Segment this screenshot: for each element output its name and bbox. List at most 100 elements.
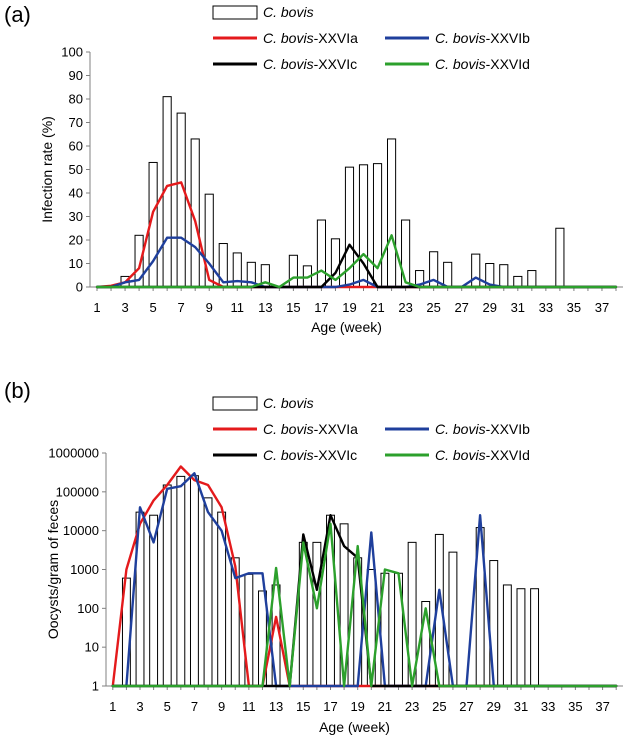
bar [530,588,540,687]
x-tick-label: 35 [567,300,581,315]
y-axis-label: Infection rate (%) [39,116,55,223]
panel-label: (b) [4,378,31,403]
bar [176,475,186,687]
series-line [111,522,618,688]
legend-swatch [212,5,258,20]
x-tick-label: 19 [350,699,364,714]
x-tick-label: 33 [539,300,553,315]
x-tick-label: 33 [541,699,555,714]
bar [555,227,565,288]
y-tick-label: 20 [69,233,83,248]
legend-label-subtype: -XXVIc [314,447,358,463]
x-tick-label: 37 [595,699,609,714]
x-tick-label: 11 [231,300,245,315]
x-tick-label: 9 [218,699,225,714]
legend-item: C. bovis-XXVId [385,56,530,72]
series-line [95,181,618,289]
legend-item: C. bovis-XXVIa [213,421,358,437]
x-tick-label: 27 [459,699,473,714]
panel-label: (a) [4,2,31,27]
x-tick-label: 31 [514,699,528,714]
x-tick-label: 15 [286,300,300,315]
legend-label-subtype: -XXVIb [486,421,531,437]
y-tick-label: 100 [61,45,83,60]
y-tick-label: 80 [69,92,83,107]
legend-label: C. bovis-XXVIc [263,447,357,463]
legend-label: C. bovis-XXVIa [263,30,358,46]
x-tick-label: 27 [454,300,468,315]
x-tick-label: 23 [405,699,419,714]
legend-label: C. bovis-XXVId [435,56,530,72]
x-tick-label: 3 [136,699,143,714]
x-tick-label: 5 [164,699,171,714]
x-tick-label: 7 [191,699,198,714]
x-tick-label: 3 [121,300,128,315]
legend-label-species: C. bovis [263,4,314,20]
bar [401,219,411,288]
legend-label-species: C. bovis [263,56,314,72]
legend-label: C. bovis-XXVIb [435,30,530,46]
x-tick-label: 23 [398,300,412,315]
series-line [95,243,618,289]
bars [106,96,565,288]
series-line [111,465,618,688]
legend-label: C. bovis [263,395,314,411]
x-tick-label: 25 [432,699,446,714]
y-tick-label: 90 [69,68,83,83]
legend-label-species: C. bovis [435,56,486,72]
y-tick-label: 10 [69,256,83,271]
legend-item: C. bovis-XXVIa [213,30,358,46]
legend-item: C. bovis-XXVIc [213,56,357,72]
y-tick-label: 60 [69,139,83,154]
x-tick-label: 17 [314,300,328,315]
y-tick-label: 1000 [70,562,99,577]
series-line [95,234,618,289]
x-tick-label: 1 [93,300,100,315]
bar [386,138,397,288]
legend-swatch [212,396,258,411]
x-tick-label: 13 [258,300,272,315]
x-tick-label: 7 [178,300,185,315]
legend-label-species: C. bovis [263,395,314,411]
y-tick-label: 30 [69,209,83,224]
bar [516,588,526,687]
bar [176,112,186,288]
y-tick-label: 1000000 [48,446,99,461]
y-tick-label: 1 [92,679,99,694]
legend-item: C. bovis-XXVIb [385,30,530,46]
bar [502,584,512,687]
x-tick-label: 25 [426,300,440,315]
x-axis-label: Age (week) [311,319,382,335]
x-tick-label: 11 [242,699,256,714]
legend-label-subtype: -XXVIc [314,56,358,72]
legend-label: C. bovis-XXVIa [263,421,358,437]
y-tick-label: 50 [69,162,83,177]
y-tick-label: 10000 [63,523,99,538]
x-tick-label: 19 [342,300,356,315]
bar [288,254,298,288]
y-tick-label: 10 [85,640,99,655]
bar [189,475,199,687]
legend-label-subtype: -XXVIa [314,30,359,46]
x-tick-label: 31 [511,300,525,315]
legend-label-species: C. bovis [263,447,314,463]
y-tick-label: 100000 [56,484,99,499]
legend-label: C. bovis [263,4,314,20]
bar [316,219,327,288]
x-tick-label: 1 [109,699,116,714]
y-axis-label: Oocysts/gram of feces [45,500,61,639]
legend-label: C. bovis-XXVIb [435,421,530,437]
legend-item: C. bovis-XXVIc [213,447,357,463]
x-tick-label: 37 [595,300,609,315]
x-tick-label: 13 [269,699,283,714]
x-axis-label: Age (week) [319,719,390,735]
y-tick-label: 100 [77,601,99,616]
x-tick-label: 17 [323,699,337,714]
legend-item: C. bovis [212,4,314,20]
bars [121,475,540,687]
bar [489,560,499,687]
legend-label-subtype: -XXVId [486,56,530,72]
bar [499,264,509,288]
legend-label: C. bovis-XXVIc [263,56,357,72]
